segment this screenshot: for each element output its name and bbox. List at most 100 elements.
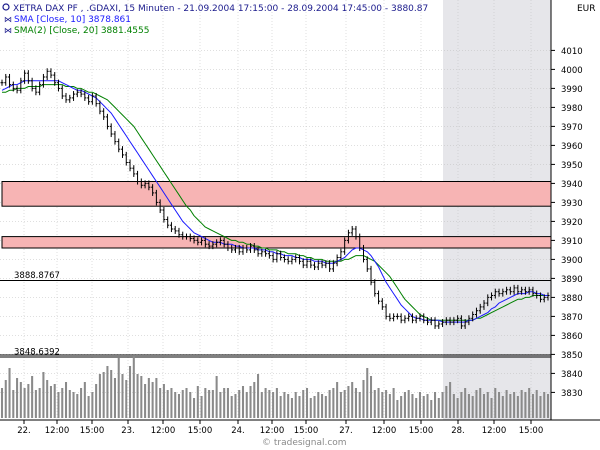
- volume-bar: [110, 370, 113, 418]
- y-tick-label: 3850: [561, 351, 583, 361]
- volume-bar: [260, 392, 263, 418]
- series-layer: [0, 68, 550, 329]
- y-tick-label: 3860: [561, 332, 583, 342]
- level-label: 3888.8767: [14, 271, 60, 281]
- volume-bar: [215, 376, 218, 418]
- volume-bar: [80, 388, 83, 418]
- volume-bar: [343, 390, 346, 418]
- volume-bar: [8, 368, 11, 418]
- y-tick-label: 3930: [561, 199, 583, 209]
- volume-bar: [373, 390, 376, 418]
- volume-bar: [339, 392, 342, 418]
- volume-bar: [264, 388, 267, 418]
- volume-bar: [61, 388, 64, 418]
- x-tick-label: 24.: [231, 426, 245, 436]
- volume-bar: [509, 394, 512, 418]
- volume-bar: [193, 398, 196, 418]
- volume-bar: [302, 390, 305, 418]
- volume-bar: [482, 394, 486, 418]
- y-tick-label: 3910: [561, 237, 583, 247]
- volume-bar: [241, 386, 245, 418]
- volume-bar: [366, 368, 369, 418]
- volume-bar: [98, 374, 101, 418]
- volume-bar: [253, 382, 256, 418]
- watermark: © tradesignal.com: [262, 438, 347, 448]
- chart-header: XETRA DAX PF , .GDAXI, 15 Minuten - 21.0…: [2, 3, 596, 36]
- volume-layer: [0, 356, 550, 418]
- volume-bar: [321, 394, 324, 418]
- volume-bar: [531, 394, 534, 418]
- volume-bar: [57, 392, 60, 418]
- volume-bar: [313, 396, 316, 418]
- volume-bar: [501, 396, 504, 418]
- y-tick-label: 3960: [561, 142, 583, 152]
- volume-bar: [91, 392, 94, 418]
- volume-bar: [490, 398, 493, 418]
- volume-bar: [305, 388, 309, 418]
- volume-bar: [528, 388, 531, 418]
- volume-bar: [162, 384, 165, 418]
- volume-bar: [68, 390, 71, 418]
- volume-bar: [505, 390, 508, 418]
- volume-bar: [275, 388, 278, 418]
- y-tick-label: 4000: [561, 66, 583, 76]
- y-tick-label: 3920: [561, 218, 583, 228]
- volume-bar: [72, 392, 75, 418]
- y-tick-label: 3970: [561, 123, 583, 133]
- volume-bar: [369, 376, 373, 418]
- volume-bar: [223, 388, 226, 418]
- instrument-icon: [2, 3, 10, 11]
- volume-bar: [328, 390, 331, 418]
- volume-bar: [287, 394, 290, 418]
- volume-bar: [479, 388, 482, 418]
- volume-bar: [358, 392, 361, 418]
- volume-bar: [452, 394, 455, 418]
- volume-bar: [49, 386, 52, 418]
- volume-bar: [283, 392, 286, 418]
- volume-bar: [42, 372, 45, 418]
- currency-label: EUR: [577, 4, 596, 14]
- volume-bar: [234, 394, 237, 418]
- volume-bar: [298, 396, 301, 418]
- volume-bar: [34, 390, 37, 418]
- volume-bar: [354, 388, 357, 418]
- x-tick-label: 23.: [121, 426, 135, 436]
- volume-bar: [147, 378, 150, 418]
- volume-bar: [27, 384, 30, 418]
- volume-bar: [46, 380, 49, 418]
- volume-bar: [437, 398, 440, 418]
- y-tick-label: 3980: [561, 104, 583, 114]
- future-shade: [443, 0, 551, 420]
- volume-bar: [471, 396, 474, 418]
- x-tick-label: 15:00: [519, 426, 544, 436]
- volume-bar: [449, 382, 452, 418]
- x-axis: 22. 12:00 15:00 23. 12:00 15:00 24. 12:00 15:00 2…: [17, 420, 543, 436]
- volume-bar: [76, 394, 79, 418]
- volume-bar: [475, 390, 478, 418]
- y-tick-label: 3840: [561, 370, 583, 380]
- y-tick-label: 3830: [561, 389, 583, 399]
- y-tick-label: 3870: [561, 313, 583, 323]
- volume-bar: [494, 388, 497, 418]
- volume-bar: [166, 390, 169, 418]
- legend-sma10: SMA [Close, 10] 3878.861: [14, 15, 131, 25]
- volume-bar: [400, 396, 403, 418]
- x-tick-label: 12:00: [260, 426, 285, 436]
- x-tick-label: 22.: [17, 426, 31, 436]
- sma-icon: ⋈: [4, 26, 12, 35]
- y-tick-label: 3880: [561, 294, 583, 304]
- volume-bar: [128, 366, 132, 418]
- volume-bar: [332, 388, 335, 418]
- volume-bar: [200, 396, 203, 418]
- volume-bar: [208, 390, 211, 418]
- y-tick-label: 3940: [561, 180, 583, 190]
- volume-bar: [539, 396, 542, 418]
- chart-title: XETRA DAX PF , .GDAXI, 15 Minuten - 21.0…: [13, 4, 428, 14]
- volume-bar: [12, 390, 15, 418]
- volume-bar: [177, 394, 181, 418]
- volume-bar: [95, 384, 98, 418]
- volume-bar: [434, 392, 437, 418]
- volume-bar: [385, 390, 388, 418]
